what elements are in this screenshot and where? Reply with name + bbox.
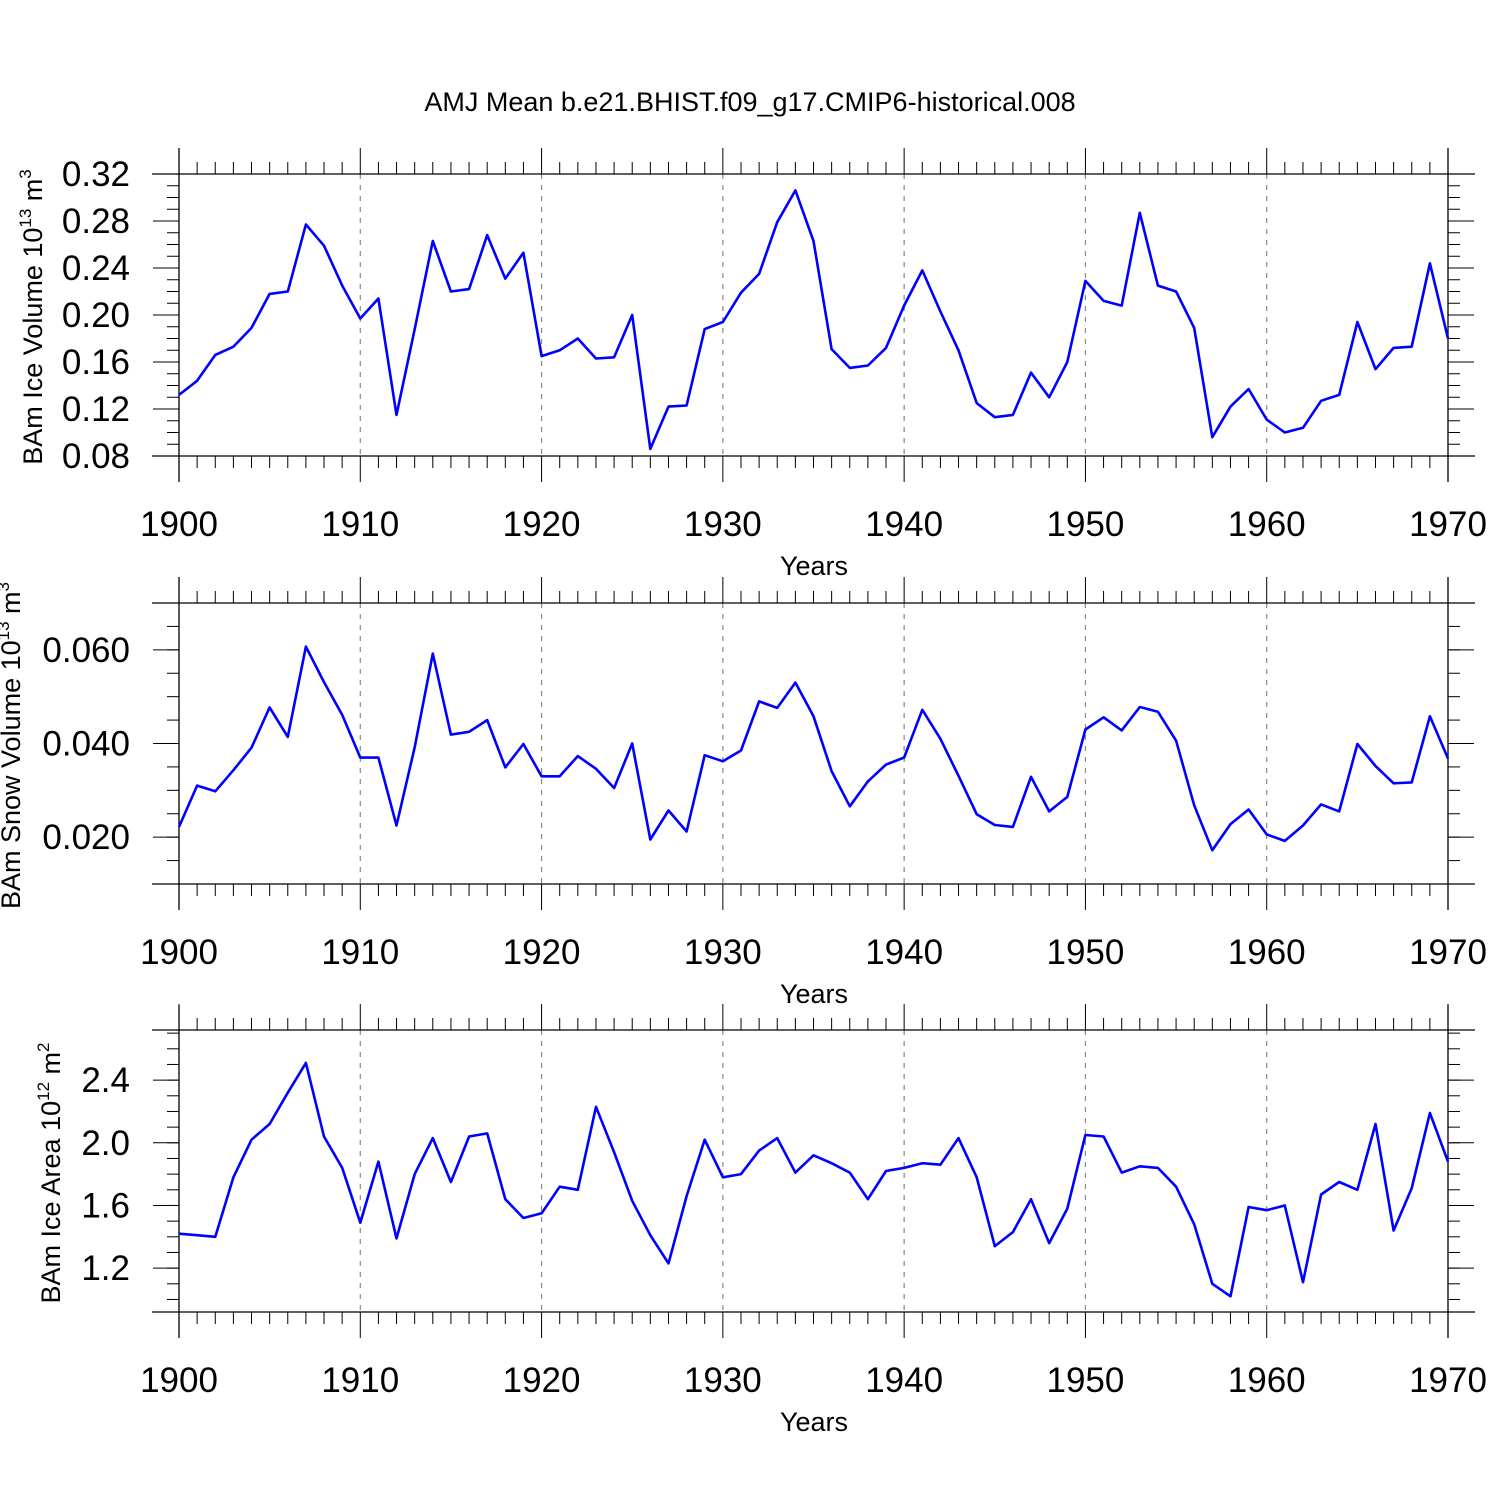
x-axis-label: Years xyxy=(780,1407,848,1437)
y-axis-label: BAm Ice Area 1012 m2 xyxy=(34,1043,66,1304)
panel-1: 1900 1910 1920 1930 1940 1950 1960 1970 Years 0.0… xyxy=(16,148,1487,581)
x-tick-label: 1960 xyxy=(1228,1361,1306,1400)
y-tick-label: 0.060 xyxy=(42,631,130,670)
series-line xyxy=(178,189,1450,451)
x-tick-label: 1920 xyxy=(503,1361,581,1400)
panel-2: 1900 1910 1920 1930 1940 1950 1960 1970 Years 0.0… xyxy=(0,577,1487,1009)
x-tick-label: 1940 xyxy=(865,505,943,544)
x-axis-label: Years xyxy=(780,551,848,581)
figure-title: AMJ Mean b.e21.BHIST.f09_g17.CMIP6-histo… xyxy=(424,87,1075,117)
x-tick-label: 1930 xyxy=(684,505,762,544)
y-tick-label: 2.4 xyxy=(81,1061,130,1100)
x-tick-label: 1960 xyxy=(1228,933,1306,972)
y-tick-label: 1.6 xyxy=(81,1186,130,1225)
x-axis-label: Years xyxy=(780,979,848,1009)
y-tick-label: 0.12 xyxy=(62,390,130,429)
x-tick-label: 1950 xyxy=(1046,505,1124,544)
y-axis-label: BAm Ice Volume 1013 m3 xyxy=(16,169,48,465)
y-tick-label: 0.32 xyxy=(62,155,130,194)
y-tick-label: 0.20 xyxy=(62,296,130,335)
x-tick-label: 1930 xyxy=(684,933,762,972)
x-tick-label: 1970 xyxy=(1409,1361,1487,1400)
x-tick-label: 1950 xyxy=(1046,933,1124,972)
x-tick-label: 1900 xyxy=(140,1361,218,1400)
y-tick-label: 0.24 xyxy=(62,249,130,288)
x-tick-label: 1920 xyxy=(503,933,581,972)
x-tick-label: 1900 xyxy=(140,505,218,544)
y-tick-label: 0.28 xyxy=(62,202,130,241)
x-tick-label: 1900 xyxy=(140,933,218,972)
x-tick-label: 1930 xyxy=(684,1361,762,1400)
y-tick-label: 0.040 xyxy=(42,725,130,764)
x-tick-label: 1920 xyxy=(503,505,581,544)
series-line xyxy=(178,1061,1450,1298)
x-tick-label: 1960 xyxy=(1228,505,1306,544)
panel-3: 1900 1910 1920 1930 1940 1950 1960 1970 Years 1.2… xyxy=(34,1004,1487,1437)
x-tick-label: 1910 xyxy=(321,933,399,972)
x-tick-label: 1970 xyxy=(1409,933,1487,972)
y-axis-label: BAm Snow Volume 1013 m3 xyxy=(0,582,26,909)
y-tick-label: 1.2 xyxy=(81,1249,130,1288)
x-tick-label: 1910 xyxy=(321,505,399,544)
series-line xyxy=(177,645,1450,852)
x-tick-label: 1940 xyxy=(865,1361,943,1400)
y-tick-label: 0.08 xyxy=(62,437,130,476)
y-tick-label: 2.0 xyxy=(81,1124,130,1163)
x-tick-label: 1950 xyxy=(1046,1361,1124,1400)
x-tick-label: 1910 xyxy=(321,1361,399,1400)
x-tick-label: 1970 xyxy=(1409,505,1487,544)
y-tick-label: 0.16 xyxy=(62,343,130,382)
x-tick-label: 1940 xyxy=(865,933,943,972)
y-tick-label: 0.020 xyxy=(42,818,130,857)
